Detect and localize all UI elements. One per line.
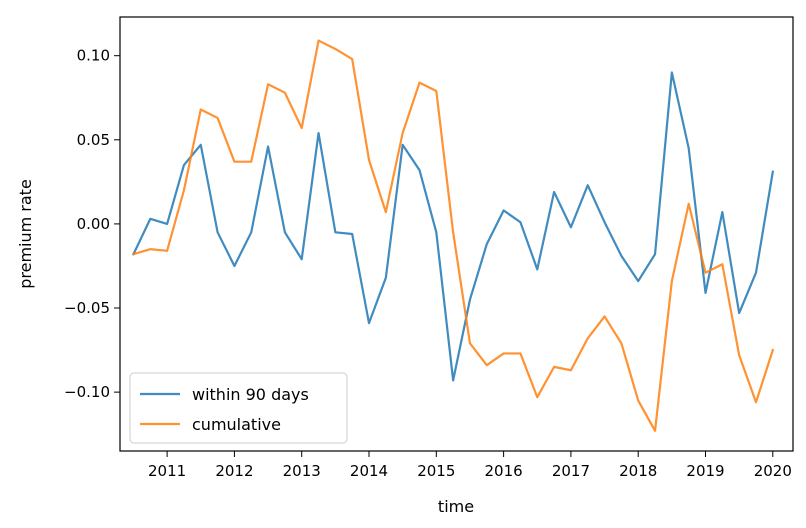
y-axis-ticks: −0.10 −0.05 0.00 0.05 0.10: [64, 47, 120, 401]
x-tick-label: 2012: [215, 462, 253, 480]
y-tick-label: −0.05: [64, 299, 110, 317]
legend-box: [129, 372, 348, 444]
x-tick-label: 2020: [754, 462, 792, 480]
x-tick-label: 2016: [485, 462, 523, 480]
x-tick-label: 2015: [417, 462, 455, 480]
x-tick-label: 2017: [552, 462, 590, 480]
series-lines: [131, 39, 775, 432]
x-tick-label: 2019: [686, 462, 724, 480]
x-tick-label: 2013: [283, 462, 321, 480]
y-axis-label: premium rate: [16, 179, 35, 289]
x-tick-label: 2014: [350, 462, 388, 480]
series-line-1: [132, 39, 775, 432]
plot-frame: [119, 16, 794, 452]
legend-label-0: within 90 days: [192, 385, 309, 404]
y-tick-label: 0.00: [77, 215, 110, 233]
series-line-0: [131, 71, 775, 382]
x-axis-ticks: 2011 2012 2013 2014 2015 2016 2017 2018 2019 2020: [148, 451, 792, 480]
legend: within 90 days cumulative: [129, 372, 348, 444]
x-tick-label: 2018: [619, 462, 657, 480]
y-tick-label: −0.10: [64, 383, 110, 401]
y-tick-label: 0.05: [77, 131, 110, 149]
x-axis-label: time: [438, 497, 474, 516]
y-tick-label: 0.10: [77, 47, 110, 65]
legend-label-1: cumulative: [192, 415, 281, 434]
x-tick-label: 2011: [148, 462, 186, 480]
